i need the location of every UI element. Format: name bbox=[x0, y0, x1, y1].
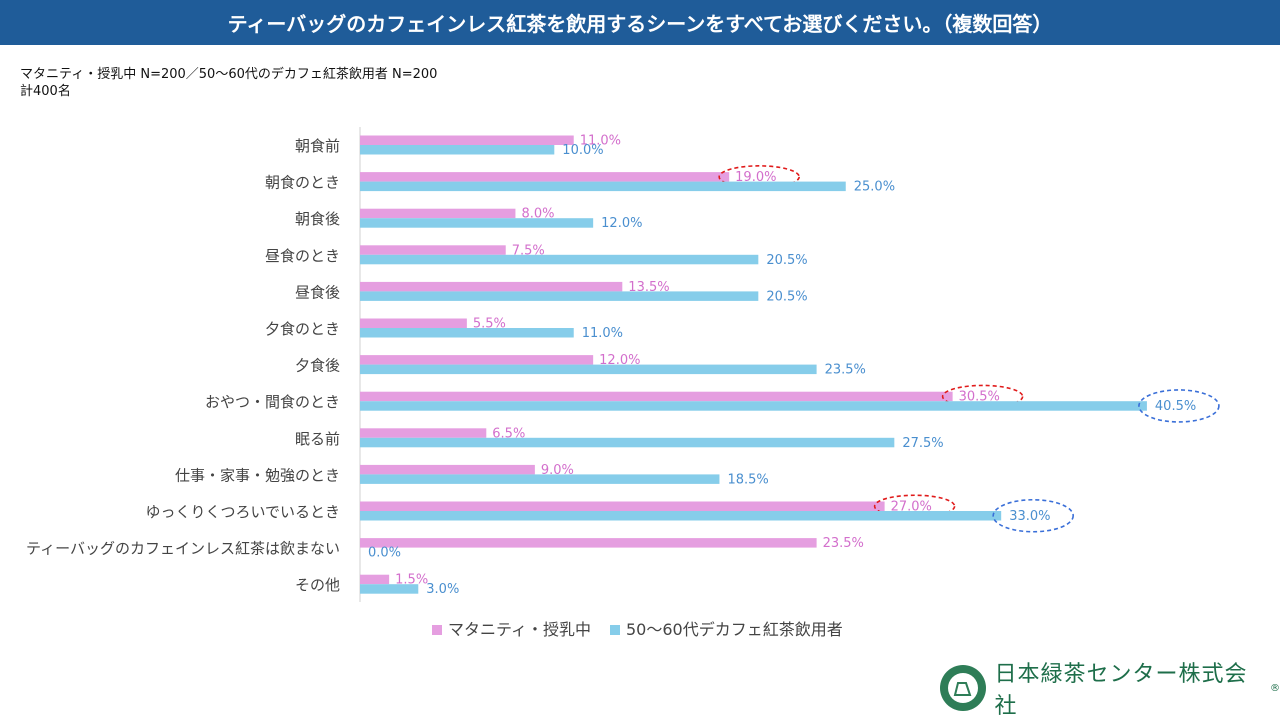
category-label: 眠る前 bbox=[295, 430, 340, 448]
bar-maternity bbox=[360, 428, 487, 438]
bar-decaf-50-60s bbox=[360, 291, 759, 301]
bar-maternity bbox=[360, 135, 574, 145]
data-label: 12.0% bbox=[601, 216, 642, 231]
bar-maternity bbox=[360, 245, 506, 255]
data-label: 7.5% bbox=[512, 243, 545, 258]
bar-maternity bbox=[360, 281, 623, 292]
data-label: 9.0% bbox=[541, 463, 574, 478]
bar-maternity bbox=[360, 208, 516, 219]
data-label: 20.5% bbox=[766, 253, 807, 268]
data-label: 11.0% bbox=[580, 134, 621, 149]
data-label: 0.0% bbox=[368, 546, 401, 561]
bar-decaf-50-60s bbox=[360, 145, 555, 155]
sample-line-2: 計400名 bbox=[20, 84, 71, 99]
data-label: 20.5% bbox=[766, 289, 807, 304]
bar-maternity bbox=[360, 172, 730, 182]
data-label: 19.0% bbox=[735, 170, 776, 185]
bar-maternity bbox=[360, 464, 535, 475]
bar-maternity bbox=[360, 355, 594, 365]
data-label: 23.5% bbox=[825, 363, 866, 378]
bar-maternity bbox=[360, 318, 467, 328]
data-label: 33.0% bbox=[1009, 509, 1050, 524]
data-label: 6.5% bbox=[492, 426, 525, 441]
category-label: ティーバッグのカフェインレス紅茶は飲まない bbox=[26, 540, 340, 558]
bar-maternity bbox=[360, 501, 885, 511]
tea-emblem-icon bbox=[940, 665, 986, 711]
bar-decaf-50-60s bbox=[360, 584, 419, 594]
category-label: 朝食前 bbox=[295, 137, 340, 155]
data-label: 3.0% bbox=[426, 582, 459, 597]
data-label: 40.5% bbox=[1155, 399, 1196, 414]
data-label: 13.5% bbox=[628, 280, 669, 295]
legend-label: 50～60代デカフェ紅茶飲用者 bbox=[626, 620, 843, 639]
bar-decaf-50-60s bbox=[360, 218, 594, 228]
category-label: 朝食後 bbox=[295, 210, 340, 228]
company-name: 日本緑茶センター株式会社 bbox=[994, 662, 1248, 719]
company-logo: 日本緑茶センター株式会社 ® bbox=[938, 656, 1280, 720]
bar-decaf-50-60s bbox=[360, 254, 759, 265]
data-label: 23.5% bbox=[823, 536, 864, 551]
data-label: 25.0% bbox=[854, 180, 895, 195]
data-label: 10.0% bbox=[562, 143, 603, 158]
category-label: 朝食のとき bbox=[265, 174, 340, 192]
legend-label: マタニティ・授乳中 bbox=[448, 620, 591, 639]
bar-decaf-50-60s bbox=[360, 364, 817, 375]
data-label: 18.5% bbox=[727, 472, 768, 487]
category-label: 昼食のとき bbox=[265, 247, 340, 265]
sample-line-1: マタニティ・授乳中 N=200／50～60代のデカフェ紅茶飲用者 N=200 bbox=[20, 67, 438, 82]
bar-decaf-50-60s bbox=[360, 474, 720, 484]
category-label: おやつ・間食のとき bbox=[205, 393, 340, 411]
bar-decaf-50-60s bbox=[360, 181, 846, 192]
data-label: 30.5% bbox=[959, 390, 1000, 405]
category-label: 夕食のとき bbox=[265, 320, 340, 338]
category-label: 昼食後 bbox=[295, 283, 340, 301]
sample-description: マタニティ・授乳中 N=200／50～60代のデカフェ紅茶飲用者 N=200 計… bbox=[20, 66, 437, 100]
legend-swatch bbox=[432, 625, 442, 635]
bar-decaf-50-60s bbox=[360, 511, 1002, 521]
category-label: ゆっくりくつろいでいるとき bbox=[145, 503, 340, 521]
category-label: 仕事・家事・勉強のとき bbox=[175, 466, 340, 484]
data-label: 12.0% bbox=[599, 353, 640, 368]
highlight-ellipse bbox=[1138, 389, 1220, 423]
data-label: 27.5% bbox=[902, 436, 943, 451]
data-label: 8.0% bbox=[521, 207, 554, 222]
highlight-ellipse bbox=[992, 498, 1074, 533]
category-label: その他 bbox=[295, 576, 340, 594]
category-label: 夕食後 bbox=[295, 357, 340, 375]
bar-maternity bbox=[360, 538, 817, 548]
data-label: 1.5% bbox=[395, 573, 428, 588]
data-label: 27.0% bbox=[891, 500, 932, 515]
registered-mark: ® bbox=[1270, 682, 1280, 694]
bar-decaf-50-60s bbox=[360, 401, 1147, 411]
bar-decaf-50-60s bbox=[360, 437, 895, 448]
bar-decaf-50-60s bbox=[360, 328, 574, 338]
legend-swatch bbox=[610, 625, 620, 635]
page-title: ティーバッグのカフェインレス紅茶を飲用するシーンをすべてお選びください。（複数回… bbox=[0, 0, 1280, 45]
bar-maternity bbox=[360, 574, 390, 585]
data-label: 11.0% bbox=[582, 326, 623, 341]
data-label: 5.5% bbox=[473, 317, 506, 332]
bar-maternity bbox=[360, 391, 953, 402]
